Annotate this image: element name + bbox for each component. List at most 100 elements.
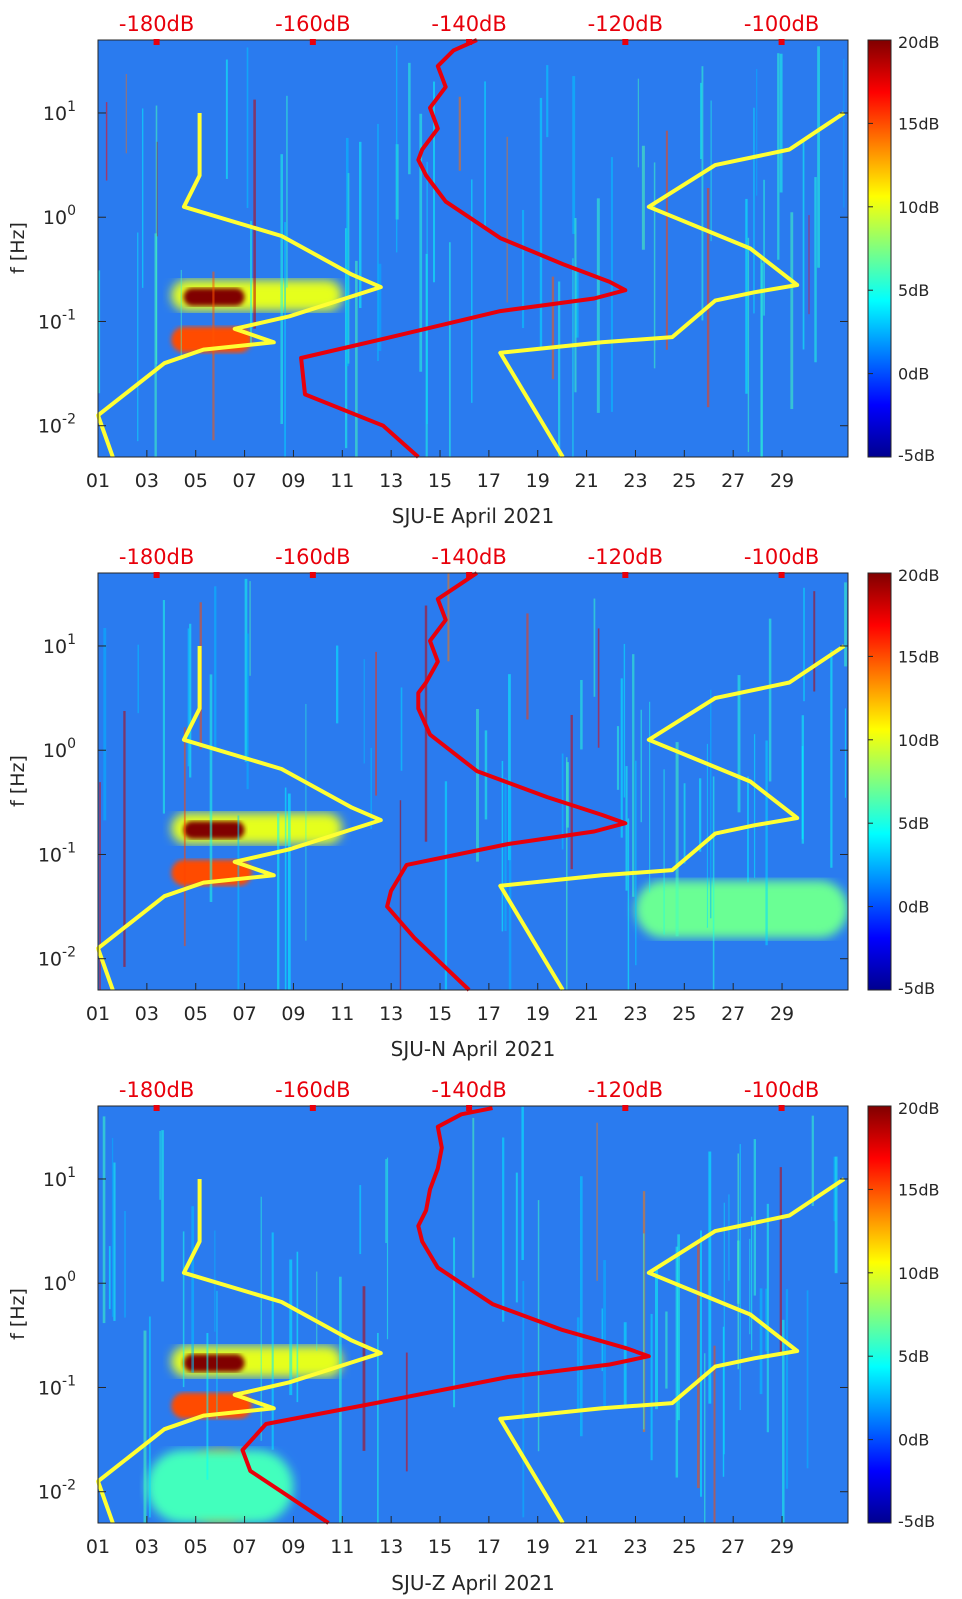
noise-stripe	[280, 154, 283, 424]
noise-stripe	[712, 776, 715, 990]
noise-curves	[96, 1106, 846, 1525]
noise-stripe	[579, 1176, 583, 1437]
noise-stripe	[737, 1153, 739, 1370]
hot-region-1	[183, 1354, 245, 1372]
noise-stripe	[811, 1115, 814, 1206]
top-db-tick-label: -100dB	[744, 12, 819, 36]
colorbar-tick-label: 15dB	[898, 114, 940, 133]
x-tick-label: 05	[184, 470, 208, 492]
noise-stripe	[359, 1185, 362, 1255]
spectrogram-image	[98, 1106, 848, 1523]
noise-stripe	[484, 81, 486, 229]
noise-stripe	[765, 740, 768, 946]
y-axis-ticks: 10-2 10-1 100 101	[38, 632, 848, 971]
colorbar-ticks: 20dB 15dB 10dB 5dB 0dB -5dB	[868, 566, 940, 998]
noise-stripe	[123, 710, 126, 967]
noise-stripe	[700, 1230, 703, 1497]
noise-stripe	[728, 1194, 730, 1281]
noise-stripe	[747, 776, 749, 883]
colorbar-tick-label: 5dB	[898, 1347, 929, 1366]
noise-stripe	[362, 1286, 366, 1451]
y-tick-label: 10-1	[38, 840, 76, 866]
colorbar-tick-label: -5dB	[898, 446, 935, 465]
x-tick-label: 05	[184, 1536, 208, 1558]
noise-stripe	[385, 1159, 387, 1244]
colorbar-tick-label: 5dB	[898, 281, 929, 300]
noise-stripe	[761, 262, 763, 457]
noise-stripe	[643, 1233, 645, 1430]
noise-stripe	[180, 269, 182, 360]
top-db-tick-label: -160dB	[275, 1078, 350, 1102]
noise-stripe	[844, 582, 847, 667]
colorbar-tick-label: 20dB	[898, 566, 940, 585]
noise-stripe	[284, 222, 286, 457]
colorbar-tick-label: 20dB	[898, 1099, 940, 1118]
noise-stripe	[779, 1167, 782, 1356]
x-axis-ticks: 01 03 05 07 09 11 13 15 17 19 21 23 25 27 29	[86, 450, 794, 492]
plot-frame	[97, 1105, 849, 1524]
noise-stripe	[665, 130, 668, 350]
colorbar-tick-label: 15dB	[898, 647, 940, 666]
y-axis-label: f [Hz]	[7, 1288, 29, 1340]
top-db-tick-label: -120dB	[588, 1078, 663, 1102]
noise-stripe	[814, 177, 817, 363]
noise-stripe	[653, 162, 656, 369]
noise-stripe	[154, 233, 157, 457]
noise-stripe	[526, 613, 529, 720]
noise-stripe	[448, 242, 451, 457]
noise-stripe	[759, 1288, 763, 1395]
y-tick-label: 10-2	[38, 412, 76, 438]
noise-stripe	[665, 1311, 668, 1389]
y-tick-label: 10-1	[38, 1373, 76, 1399]
median-psd-line	[240, 1106, 651, 1525]
top-db-tick-mark	[622, 572, 629, 578]
top-db-tick-label: -180dB	[119, 12, 194, 36]
noise-stripe	[697, 1240, 700, 1489]
noise-stripe	[704, 1353, 706, 1523]
colorbar-tick-label: 10dB	[898, 731, 940, 750]
panel-sju-e: 01 03 05 07 09 11 13 15 17 19 21 23 25 27 29 10-210-11…	[7, 12, 940, 528]
x-tick-label: 17	[477, 1536, 501, 1558]
top-db-tick-mark	[153, 572, 160, 578]
spectrogram-background	[98, 40, 848, 457]
x-tick-label: 27	[721, 470, 745, 492]
noise-stripe	[756, 69, 758, 196]
y-tick-label: 100	[43, 1269, 76, 1295]
noise-stripe	[148, 1316, 151, 1518]
noise-stripe	[675, 1246, 679, 1478]
colorbar: 20dB 15dB 10dB 5dB 0dB -5dB	[867, 1099, 940, 1531]
noise-stripe	[339, 1276, 342, 1523]
top-db-tick-label: -140dB	[431, 1078, 506, 1102]
noise-stripe	[246, 47, 249, 208]
colorbar-tick-label: 10dB	[898, 198, 940, 217]
noise-stripe	[710, 100, 712, 242]
x-tick-label: 09	[281, 1003, 305, 1025]
noise-stripe	[655, 1266, 658, 1410]
noise-stripe	[260, 1196, 262, 1441]
noise-stripe	[749, 1238, 751, 1335]
x-tick-label: 15	[428, 470, 452, 492]
noise-stripe	[253, 99, 256, 329]
noise-stripe	[722, 1326, 725, 1477]
noise-stripe	[400, 687, 403, 771]
noise-stripe	[453, 1237, 456, 1408]
colorbar-ticks: 20dB 15dB 10dB 5dB 0dB -5dB	[868, 33, 940, 465]
x-tick-label: 19	[526, 1536, 550, 1558]
x-axis-label: SJU-E April 2021	[392, 504, 554, 528]
panel-sju-z: 01 03 05 07 09 11 13 15 17 19 21 23 25 27 29 10-210-11…	[7, 1078, 940, 1595]
x-tick-label: 15	[428, 1003, 452, 1025]
noise-stripe	[745, 198, 748, 394]
noise-stripe	[760, 255, 763, 457]
x-tick-label: 23	[623, 1536, 647, 1558]
y-tick-label: 10-2	[38, 945, 76, 971]
noise-stripe	[212, 271, 215, 441]
noise-stripe	[616, 726, 620, 790]
hot-region-4	[146, 1450, 294, 1523]
noise-stripe	[521, 1106, 524, 1261]
top-db-tick-mark	[778, 1105, 785, 1111]
noise-stripe	[768, 618, 772, 782]
top-db-tick-label: -120dB	[588, 12, 663, 36]
top-db-tick-mark	[309, 39, 316, 45]
noise-stripe	[625, 766, 628, 891]
top-db-tick-mark	[466, 1105, 473, 1111]
